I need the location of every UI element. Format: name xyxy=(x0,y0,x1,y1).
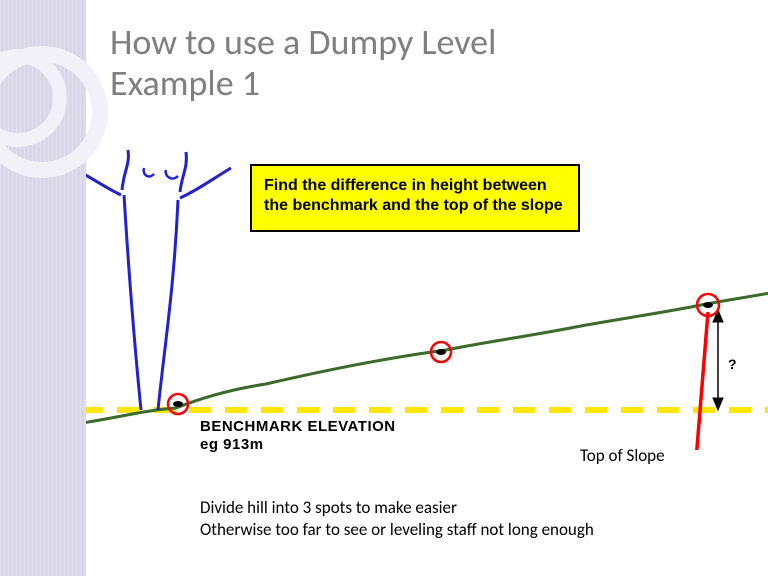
instruction-callout: Find the difference in height between th… xyxy=(250,164,580,232)
red-pole xyxy=(696,312,708,450)
bottom-note-line1: Divide hill into 3 spots to make easier xyxy=(200,497,594,519)
benchmark-label-text: BENCHMARK ELEVATIONeg 913m xyxy=(200,418,396,453)
slide-sidebar xyxy=(0,0,86,576)
benchmark-label: BENCHMARK ELEVATIONeg 913m xyxy=(200,418,396,454)
top-of-slope-text: Top of Slope xyxy=(580,445,665,466)
bottom-note: Divide hill into 3 spots to make easier … xyxy=(200,497,594,541)
height-arrow xyxy=(713,310,723,410)
height-question-mark: ? xyxy=(728,356,737,372)
instruction-text: Find the difference in height between th… xyxy=(264,177,563,214)
qmark-text: ? xyxy=(728,356,737,372)
top-of-slope-label: Top of Slope xyxy=(580,445,665,466)
tree-icon xyxy=(86,150,231,410)
bottom-note-line2: Otherwise too far to see or leveling sta… xyxy=(200,519,594,541)
slide-title: How to use a Dumpy LevelExample 1 xyxy=(110,22,496,105)
title-text: How to use a Dumpy LevelExample 1 xyxy=(110,20,496,105)
